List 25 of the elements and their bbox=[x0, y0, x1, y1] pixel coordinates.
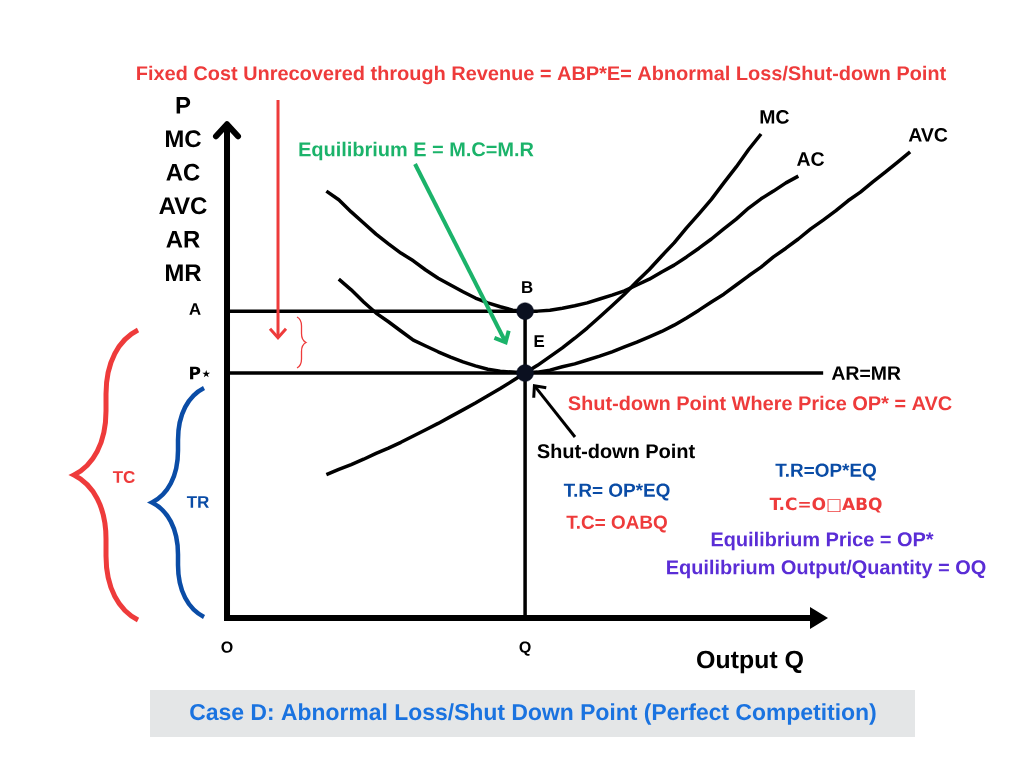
text: Case D: Abnormal Loss/Shut Down Point (Perfect Competition) bbox=[190, 703, 876, 725]
series-label: AC bbox=[797, 152, 825, 166]
annotation: T.C= OABQ bbox=[566, 515, 667, 533]
text: TR bbox=[186, 496, 209, 508]
annotation: T.R= OP*EQ bbox=[563, 483, 670, 501]
text: P⋆ bbox=[190, 366, 211, 380]
annotation: Equilibrium E = M.C=M.R bbox=[299, 141, 534, 161]
text: A bbox=[189, 303, 201, 315]
x-tick-label: O bbox=[221, 641, 233, 653]
series-label: AR=MR bbox=[831, 366, 901, 380]
text: TC bbox=[112, 470, 135, 483]
series-label: MC bbox=[760, 110, 789, 124]
annotation: Shut-down Point bbox=[537, 443, 695, 459]
annotation: T.R=OP*EQ bbox=[775, 463, 876, 481]
annotation: Shut-down Point Where Price OP* = AVC bbox=[568, 395, 952, 411]
x-axis-title: Output Q bbox=[697, 650, 803, 674]
text: Fixed Cost Unrecovered through Revenue = ABP*E= Abnormal Loss/Shut-down Point bbox=[137, 65, 946, 85]
annotation: Equilibrium Price = OP* bbox=[711, 531, 934, 551]
annotation: Equilibrium Output/Quantity = OQ bbox=[667, 559, 986, 579]
x-tick-label: Q bbox=[519, 641, 531, 656]
y-axis-title: P MC AC AVC AR MR bbox=[159, 97, 207, 281]
series-label: AVC bbox=[908, 127, 948, 142]
annotation: T.C=O□ABQ bbox=[769, 497, 882, 513]
annotation: B bbox=[522, 281, 533, 293]
annotation: E bbox=[534, 335, 545, 347]
